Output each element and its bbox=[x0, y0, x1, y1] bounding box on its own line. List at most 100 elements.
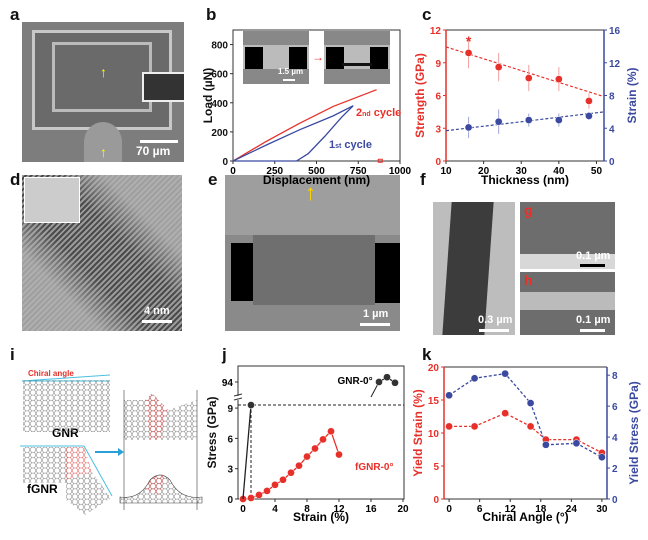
data-point bbox=[445, 391, 453, 400]
data-point bbox=[501, 409, 509, 418]
y-tick-label: 800 bbox=[211, 41, 228, 52]
y-axis-label: Yield Strain (%) bbox=[411, 389, 425, 477]
y-tick-label: 3 bbox=[227, 465, 233, 476]
panel-label-b: b bbox=[206, 5, 217, 24]
y2-tick-label: 12 bbox=[609, 59, 621, 70]
data-point bbox=[295, 461, 303, 470]
x-tick-label: 20 bbox=[478, 166, 490, 177]
x-tick-label: 0 bbox=[230, 166, 236, 177]
panel-label-c: c bbox=[422, 5, 432, 24]
data-point bbox=[585, 97, 593, 105]
panel-label-k: k bbox=[422, 345, 432, 364]
data-point bbox=[263, 487, 271, 495]
x-tick-label: 20 bbox=[397, 504, 409, 515]
x-tick-label: 0 bbox=[446, 504, 452, 515]
data-point bbox=[383, 373, 391, 382]
data-point bbox=[271, 481, 279, 489]
x-tick-label: 0 bbox=[240, 504, 246, 515]
data-point bbox=[464, 123, 473, 132]
y-tick-label: 600 bbox=[211, 70, 228, 81]
scale-bar-label: 4 nm bbox=[144, 305, 170, 317]
x-tick-label: 4 bbox=[272, 504, 278, 515]
legend-label-1st-cycle: 1st cycle bbox=[329, 139, 372, 151]
data-point bbox=[279, 475, 287, 484]
x-tick-label: 8 bbox=[304, 504, 310, 515]
y-tick-label: 10 bbox=[428, 429, 440, 440]
y-axis-label: Strength (GPa) bbox=[413, 53, 427, 138]
x-tick-label: 500 bbox=[308, 166, 325, 177]
panel-label-h: h bbox=[524, 272, 533, 288]
y2-tick-label: 8 bbox=[609, 92, 615, 103]
data-point bbox=[375, 378, 383, 386]
legend-text: cycle bbox=[341, 139, 372, 151]
y-tick-label: 0 bbox=[222, 157, 228, 168]
y2-axis-label: Yield Stress (GPa) bbox=[627, 381, 641, 485]
sem-image-device: ↑ ↑ 70 µm bbox=[22, 22, 184, 162]
plot-frame bbox=[237, 365, 405, 500]
x-tick-label: 6 bbox=[477, 504, 483, 515]
x-axis-label: Chiral Angle (°) bbox=[482, 510, 568, 524]
x-tick-label: 18 bbox=[535, 504, 547, 515]
arrow-icon: → bbox=[312, 50, 324, 64]
data-point bbox=[524, 74, 533, 82]
gnr-line bbox=[242, 404, 252, 500]
data-point bbox=[464, 49, 473, 57]
y-tick-label: 0 bbox=[227, 495, 233, 506]
legend-text: cycle bbox=[371, 107, 402, 119]
legend-superscript: nd bbox=[362, 111, 371, 118]
y2-tick-label: 8 bbox=[612, 371, 618, 382]
data-point bbox=[494, 63, 503, 71]
tem-image: 4 nm bbox=[22, 175, 182, 331]
data-point bbox=[572, 439, 581, 448]
y-tick-label: 12 bbox=[430, 26, 442, 37]
data-point bbox=[524, 116, 533, 124]
legend-label-2nd-cycle: 2nd cycle bbox=[356, 107, 401, 119]
axis-break-mark bbox=[233, 397, 243, 401]
data-point bbox=[391, 378, 399, 387]
scale-bar-label: 0.1 µm bbox=[576, 250, 611, 262]
data-point bbox=[311, 444, 319, 453]
y2-tick-label: 6 bbox=[612, 402, 618, 413]
fgnr-label: fGNR bbox=[27, 482, 58, 496]
data-point bbox=[598, 453, 606, 462]
scale-bar-label: 0.3 µm bbox=[478, 314, 513, 326]
significance-star: * bbox=[466, 33, 472, 49]
sem-image-g: g 0.1 µm bbox=[520, 202, 615, 269]
y-tick-label: 94 bbox=[222, 378, 234, 389]
y2-tick-label: 4 bbox=[612, 433, 618, 444]
panel-label-d: d bbox=[10, 170, 21, 189]
legend-superscript: st bbox=[335, 143, 342, 150]
y-axis-label: Load (µN) bbox=[201, 68, 215, 124]
x-tick-label: 1000 bbox=[389, 166, 412, 177]
y2-tick-label: 0 bbox=[609, 157, 615, 168]
data-point bbox=[542, 440, 550, 449]
data-point bbox=[327, 427, 335, 436]
panel-label-i: i bbox=[10, 345, 15, 364]
data-point bbox=[255, 491, 263, 499]
y-tick-label: 3 bbox=[435, 124, 441, 135]
series-line-2nd-cycle bbox=[232, 89, 377, 162]
data-point bbox=[303, 452, 311, 461]
y-tick-label: 400 bbox=[211, 99, 228, 110]
series-line-1st-cycle bbox=[232, 105, 354, 162]
scale-bar-label: 1.5 µm bbox=[278, 67, 304, 76]
legend-number: 1 bbox=[329, 139, 335, 151]
x-axis-label: Strain (%) bbox=[293, 510, 349, 524]
x-tick-label: 12 bbox=[333, 504, 345, 515]
data-point bbox=[555, 116, 563, 124]
axis-break-mark bbox=[233, 393, 243, 397]
x-tick-label: 30 bbox=[596, 504, 608, 515]
data-point bbox=[470, 374, 479, 383]
y-tick-label: 0 bbox=[435, 157, 441, 168]
x-tick-label: 12 bbox=[505, 504, 517, 515]
data-point bbox=[247, 494, 255, 502]
x-tick-label: 30 bbox=[516, 166, 528, 177]
yield-strain-line bbox=[449, 412, 603, 454]
y2-tick-label: 16 bbox=[609, 26, 621, 37]
plot-frame bbox=[232, 29, 401, 162]
data-point bbox=[247, 401, 255, 409]
y-tick-label: 9 bbox=[227, 404, 233, 415]
data-point bbox=[585, 112, 593, 120]
